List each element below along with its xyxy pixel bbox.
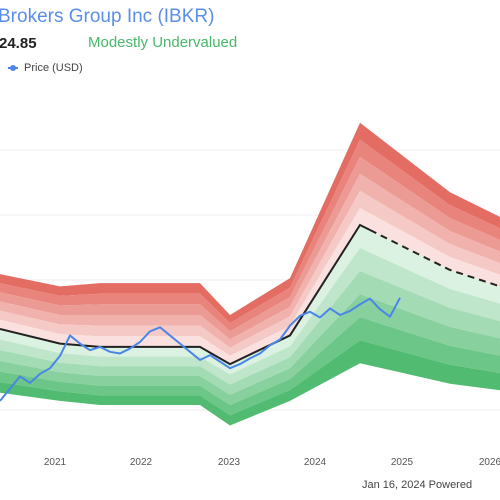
valuation-label: Modestly Undervalued bbox=[88, 34, 238, 51]
undervalued-band-4 bbox=[0, 317, 500, 416]
x-tick-2025: 2025 bbox=[391, 457, 414, 468]
legend-price-label: Price (USD) bbox=[24, 62, 83, 74]
undervalued-band-5 bbox=[0, 340, 500, 426]
price-line bbox=[0, 297, 401, 402]
x-tick-2024: 2024 bbox=[304, 457, 327, 468]
x-tick-2023: 2023 bbox=[218, 457, 241, 468]
x-tick-2022: 2022 bbox=[130, 457, 153, 468]
valuation-bands bbox=[0, 122, 500, 426]
series-lines bbox=[0, 223, 500, 402]
legend-price-marker-icon bbox=[8, 65, 18, 71]
gf-value-projection-line bbox=[369, 229, 500, 288]
chart-legend[interactable]: Price (USD) bbox=[8, 62, 83, 74]
x-tick-2021: 2021 bbox=[44, 457, 67, 468]
undervalued-band-3 bbox=[0, 294, 500, 405]
gf-value-line bbox=[0, 223, 371, 366]
current-price: 24.85 bbox=[0, 35, 37, 52]
stock-title: Brokers Group Inc (IBKR) bbox=[0, 6, 215, 27]
x-tick-2026: 2026 bbox=[479, 457, 500, 468]
x-axis-ticks: 2021 2022 2023 2024 2025 2026 bbox=[44, 457, 500, 468]
footer-date: Jan 16, 2024 Powered bbox=[362, 479, 473, 491]
